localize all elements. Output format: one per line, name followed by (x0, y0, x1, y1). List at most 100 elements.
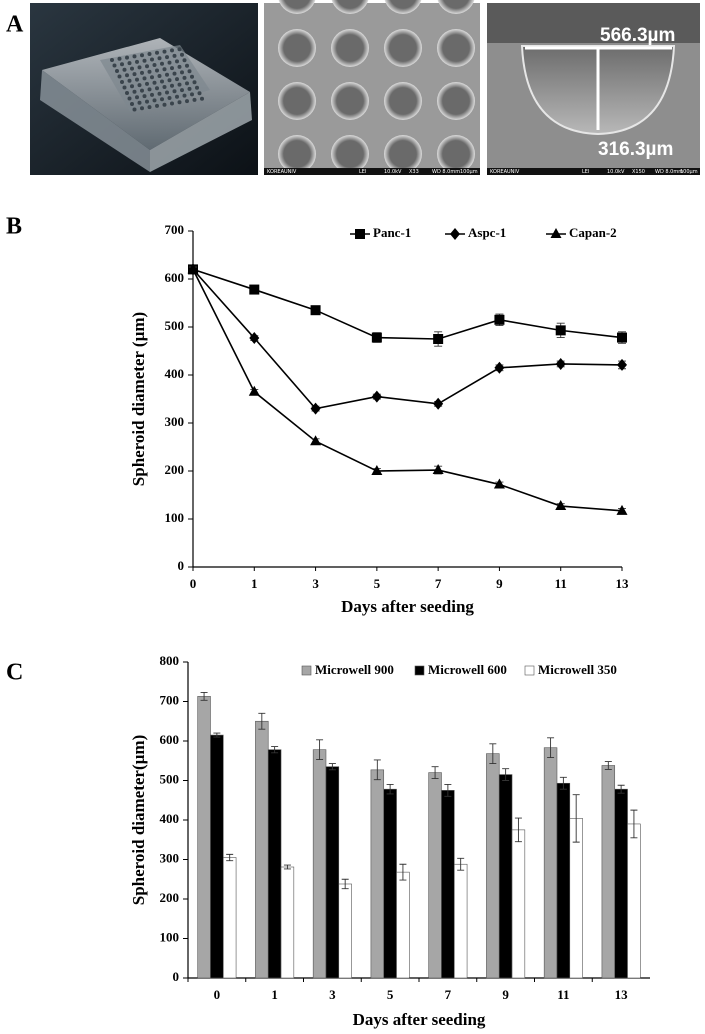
micro-well (185, 99, 189, 104)
micro-well (125, 55, 129, 60)
micro-well (165, 72, 169, 77)
bar (210, 734, 224, 979)
sem-caption: X33 (409, 169, 419, 175)
micro-well (192, 97, 197, 102)
legend-label: Aspc-1 (468, 225, 506, 240)
micro-well (190, 74, 194, 79)
micro-well (278, 135, 316, 173)
x-tick-label: 5 (387, 987, 394, 1002)
x-tick-label: 0 (190, 576, 197, 591)
y-tick-label: 600 (165, 270, 185, 285)
bar (543, 747, 558, 979)
bar (267, 749, 282, 979)
error-bar (341, 878, 349, 890)
error-bar (316, 739, 324, 761)
point (433, 397, 444, 410)
legend-swatch (524, 665, 535, 676)
micro-well (117, 74, 122, 79)
micro-well (177, 47, 182, 52)
micro-well (162, 85, 167, 89)
micro-well (172, 71, 177, 76)
bar (396, 871, 410, 979)
bar (627, 823, 641, 979)
micro-well (147, 69, 152, 74)
micro-well (125, 91, 129, 95)
micro-well (182, 93, 187, 98)
micro-well (127, 96, 132, 101)
bar (441, 790, 455, 979)
legend-label: Microwell 350 (538, 662, 617, 677)
micro-well (110, 58, 114, 62)
micro-well (177, 82, 182, 87)
x-tick-label: 11 (555, 576, 567, 591)
micro-well (182, 75, 187, 80)
micro-well (152, 98, 157, 103)
x-tick-label: 7 (435, 576, 442, 591)
error-bar (431, 766, 439, 779)
micro-well (384, 0, 422, 14)
micro-well (157, 74, 162, 78)
micro-well (132, 54, 137, 59)
bar (325, 766, 340, 979)
micro-well (278, 0, 316, 14)
point (494, 314, 505, 325)
bar (255, 720, 269, 979)
y-tick-label: 0 (178, 558, 185, 573)
sem-wells (264, 0, 480, 175)
bar (614, 788, 628, 979)
micro-well (150, 57, 154, 62)
micro-well (160, 79, 164, 84)
x-tick-label: 0 (214, 987, 221, 1002)
legend-label: Capan-2 (569, 225, 617, 240)
micro-well (197, 91, 202, 96)
micro-well (147, 52, 152, 56)
x-axis-title: Days after seeding (341, 597, 474, 616)
bar (222, 857, 237, 979)
y-tick-label: 800 (160, 653, 180, 668)
micro-well (331, 82, 369, 120)
error-bar (444, 784, 452, 797)
series-line (192, 269, 623, 512)
micro-well (192, 80, 197, 85)
micro-well (145, 64, 149, 69)
micro-well (437, 29, 475, 67)
error-bar (604, 761, 612, 770)
micro-well (130, 66, 134, 71)
sem-caption: 100µm (680, 169, 698, 175)
micro-well (175, 94, 179, 99)
micro-well (142, 76, 147, 81)
sem-caption: WD 8.0mm (432, 169, 460, 175)
micro-well (331, 135, 369, 173)
series-line (192, 268, 623, 340)
legend-label: Microwell 900 (315, 662, 394, 677)
point (249, 284, 260, 295)
error-bar (373, 759, 381, 781)
micro-well (132, 89, 137, 94)
y-tick-label: 500 (165, 318, 185, 333)
error-bar (226, 853, 234, 862)
error-bar (514, 817, 522, 843)
micro-well (137, 100, 142, 105)
x-tick-label: 9 (502, 987, 509, 1002)
micro-well (180, 88, 184, 93)
micro-well (437, 82, 475, 120)
bar (453, 863, 468, 979)
bar (338, 883, 352, 979)
micro-well (140, 106, 144, 111)
x-tick-label: 11 (557, 987, 569, 1002)
micro-well (167, 78, 172, 83)
y-tick-label: 600 (160, 732, 180, 747)
bar (197, 696, 211, 979)
error-bar (559, 776, 567, 790)
y-tick-label: 700 (165, 222, 185, 237)
micro-well (120, 80, 124, 84)
micro-well (170, 48, 174, 53)
micro-well (185, 63, 189, 68)
micro-well (187, 86, 192, 91)
error-bar (283, 864, 291, 870)
micro-well (177, 100, 182, 105)
micro-well (152, 63, 157, 67)
micro-well (155, 103, 159, 108)
micro-well (127, 78, 132, 83)
